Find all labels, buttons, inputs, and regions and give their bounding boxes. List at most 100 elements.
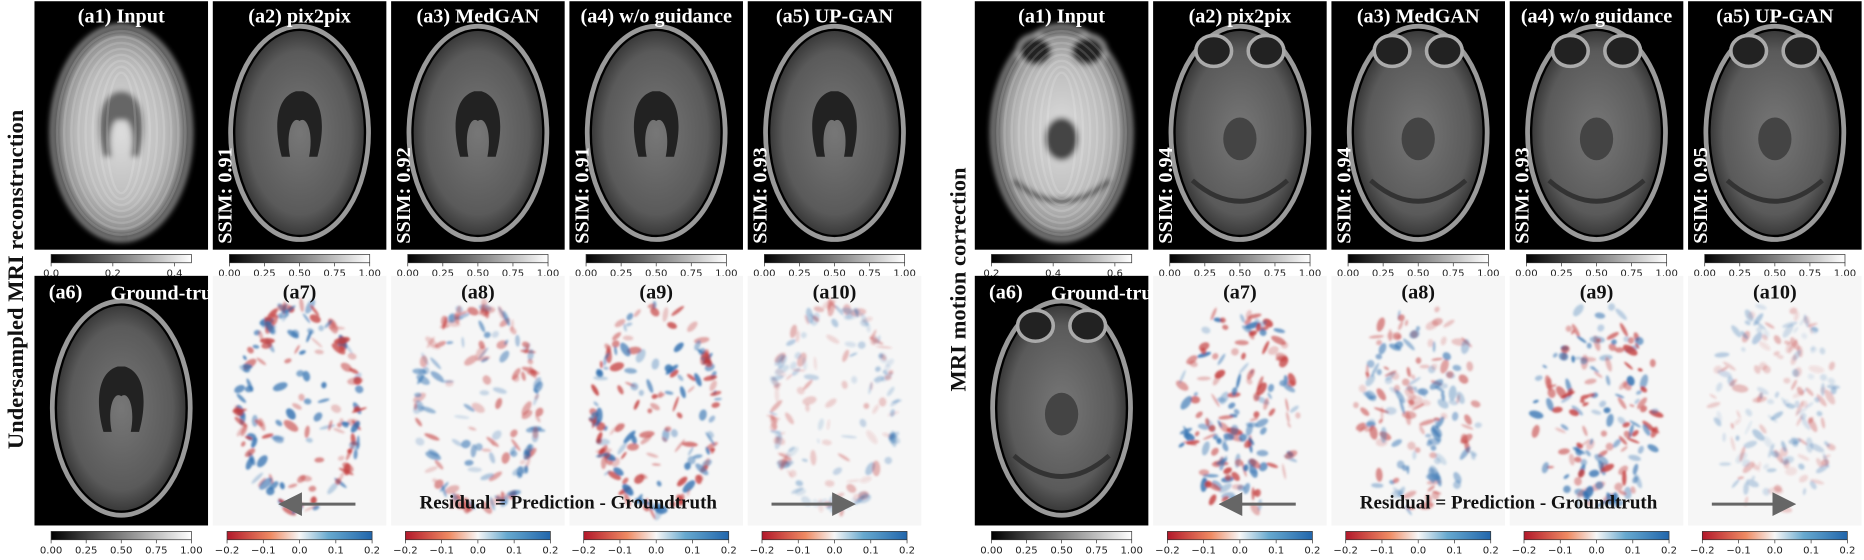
residual-blob bbox=[603, 366, 609, 370]
residual-blob bbox=[1561, 394, 1572, 403]
residual-blob bbox=[866, 430, 878, 444]
residual-blob bbox=[242, 363, 253, 369]
residual-blob bbox=[1574, 476, 1582, 486]
residual-blob bbox=[1808, 365, 1825, 374]
ventricles bbox=[633, 91, 679, 157]
residual-blob bbox=[824, 480, 835, 487]
residual-blob bbox=[1555, 427, 1566, 434]
brain bbox=[1525, 23, 1668, 242]
residual-blob bbox=[1366, 359, 1375, 368]
residual-blob bbox=[1809, 480, 1817, 490]
colorbar-tick-label: 0.75 bbox=[858, 268, 880, 279]
residual-blob bbox=[1571, 323, 1580, 338]
residual-blob bbox=[1774, 391, 1780, 398]
residual-map bbox=[1331, 275, 1505, 526]
residual-blob bbox=[626, 313, 634, 321]
residual-blob bbox=[506, 490, 521, 497]
residual-blob bbox=[617, 442, 628, 455]
colorbar-tick-label: 0.00 bbox=[1515, 268, 1537, 279]
mri-image bbox=[1509, 1, 1684, 250]
colorbar-tick-label: 0.50 bbox=[1050, 545, 1072, 556]
colorbar-tick-label: 0.0 bbox=[1410, 545, 1426, 556]
brain bbox=[406, 23, 550, 242]
residual-blob bbox=[886, 386, 895, 397]
residual-blob bbox=[1629, 420, 1641, 428]
residual-blob bbox=[774, 353, 784, 366]
residual-blob bbox=[1634, 336, 1644, 346]
colorbar-tick-label: −0.1 bbox=[1548, 545, 1573, 556]
residual-blob bbox=[1287, 422, 1291, 428]
residual-blob bbox=[1247, 313, 1262, 319]
residual-blob bbox=[1427, 339, 1434, 348]
residual-blob bbox=[1568, 453, 1575, 466]
side-label: MRI motion correction bbox=[946, 167, 971, 391]
residual-blob bbox=[1431, 425, 1442, 438]
colorbar-tick-label: 0.50 bbox=[1407, 268, 1429, 279]
residual-blob bbox=[593, 401, 599, 407]
residual-blob bbox=[1466, 361, 1474, 372]
residual-blob bbox=[1231, 471, 1240, 481]
image-title: (a7) bbox=[1223, 281, 1257, 303]
residual-blob bbox=[1193, 392, 1198, 397]
residual-blob bbox=[624, 368, 637, 374]
residual-blob bbox=[304, 425, 310, 438]
residual-note: Residual = Prediction - Groundtruth bbox=[419, 492, 717, 513]
residual-blob bbox=[1805, 437, 1814, 453]
residual-blob bbox=[1419, 364, 1430, 369]
artifact bbox=[62, 35, 180, 231]
residual-blob bbox=[1249, 464, 1258, 478]
colorbar-tick-label: 0.00 bbox=[1337, 268, 1359, 279]
residual-blob bbox=[1429, 379, 1444, 390]
residual-blob bbox=[445, 485, 460, 494]
residual-blob bbox=[1253, 392, 1260, 402]
residual-blobs bbox=[588, 300, 722, 521]
residual-blob bbox=[1824, 441, 1830, 447]
residual-blob bbox=[1534, 375, 1543, 381]
residual-blob bbox=[265, 320, 275, 334]
residual-blob bbox=[1437, 398, 1449, 409]
residual-blob bbox=[1743, 440, 1757, 449]
colorbar-tick-label: 0.75 bbox=[1799, 268, 1821, 279]
residual-blob bbox=[1819, 374, 1828, 381]
residual-blob bbox=[785, 374, 793, 380]
image-title: (a1) Input bbox=[78, 6, 165, 28]
residual-blob bbox=[860, 312, 869, 327]
eye bbox=[1603, 33, 1643, 69]
residual-blob bbox=[674, 439, 685, 453]
residual-blob bbox=[1386, 332, 1397, 340]
colorbar-tick-label: −0.1 bbox=[786, 545, 811, 556]
residual-blob bbox=[327, 481, 339, 495]
residual-blob bbox=[1720, 366, 1729, 372]
residual-blob bbox=[1632, 476, 1639, 484]
residual-blob bbox=[687, 386, 695, 393]
residual-blob bbox=[298, 393, 305, 401]
residual-blob bbox=[768, 411, 778, 416]
colorbar-tick-label: −0.2 bbox=[1333, 545, 1358, 556]
residual-blob bbox=[500, 491, 505, 502]
residual-blob bbox=[591, 384, 599, 396]
residual-blob bbox=[1528, 410, 1544, 419]
residual-blob bbox=[1289, 405, 1299, 413]
residual-blob bbox=[703, 375, 718, 381]
residual-blob bbox=[1623, 344, 1638, 356]
residual-blob bbox=[1763, 463, 1770, 470]
residual-blob bbox=[1785, 467, 1798, 476]
residual-blob bbox=[424, 433, 440, 441]
residual-blob bbox=[467, 307, 479, 316]
residual-blob bbox=[414, 392, 422, 398]
residual-blob bbox=[1757, 386, 1769, 395]
residual-blob bbox=[1608, 343, 1617, 351]
residual-blob bbox=[1596, 499, 1608, 508]
mri-image bbox=[1331, 1, 1505, 250]
residual-blob bbox=[1435, 453, 1447, 465]
residual-blob bbox=[313, 412, 323, 422]
residual-blob bbox=[1222, 436, 1228, 444]
artifact bbox=[996, 29, 1127, 236]
brainstem bbox=[1044, 117, 1079, 161]
residual-blob bbox=[1461, 424, 1474, 430]
residual-blob bbox=[1781, 440, 1787, 453]
residual-blob bbox=[604, 352, 610, 359]
residual-blob bbox=[1737, 476, 1745, 480]
mri-image bbox=[1688, 1, 1862, 250]
residual-blob bbox=[878, 353, 884, 359]
